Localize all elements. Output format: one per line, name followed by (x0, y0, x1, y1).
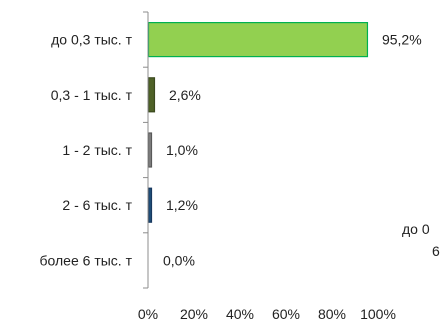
bar-3 (147, 187, 153, 223)
clipped-text-line-2: 6 (432, 243, 440, 259)
x-tick-label: 60% (272, 306, 300, 322)
value-label: 0,0% (163, 252, 195, 268)
category-label: более 6 тыс. т (40, 252, 133, 268)
value-label: 1,2% (166, 197, 198, 213)
x-tick-label: 0% (138, 306, 158, 322)
x-tick-label: 80% (318, 306, 346, 322)
bar-2 (147, 132, 153, 168)
category-label: 1 - 2 тыс. т (62, 142, 132, 158)
value-label: 95,2% (382, 32, 422, 48)
bar-0 (147, 22, 369, 58)
category-label: до 0,3 тыс. т (51, 32, 132, 48)
clipped-text-line-1: до 0 (402, 221, 430, 237)
x-tick-label: 40% (226, 306, 254, 322)
x-tick-label: 100% (360, 306, 396, 322)
value-label: 1,0% (166, 142, 198, 158)
category-label: 0,3 - 1 тыс. т (51, 87, 133, 103)
category-label: 2 - 6 тыс. т (62, 197, 132, 213)
x-tick-label: 20% (180, 306, 208, 322)
value-label: 2,6% (169, 87, 201, 103)
bar-1 (147, 77, 156, 113)
